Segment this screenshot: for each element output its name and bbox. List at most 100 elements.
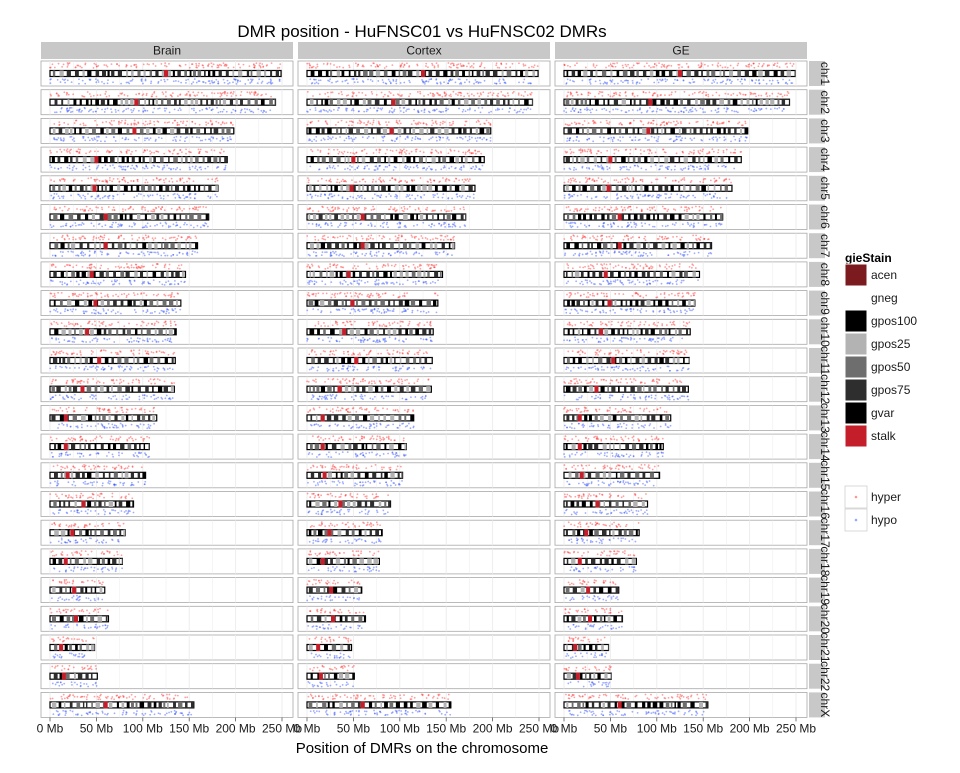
chromosome-band [717, 128, 721, 134]
chromosome-band [69, 185, 72, 191]
hypo-point [564, 254, 566, 256]
hyper-point [337, 121, 339, 123]
hyper-point [496, 62, 498, 64]
hyper-point [102, 180, 104, 182]
hypo-point [741, 83, 743, 85]
chromosome-band [212, 71, 215, 77]
hypo-point [327, 136, 329, 138]
hypo-point [332, 167, 334, 169]
chromosome-band [330, 99, 333, 105]
hyper-point [476, 121, 478, 123]
hyper-point [570, 237, 572, 239]
chromosome-band [694, 71, 698, 77]
hyper-point [386, 66, 388, 68]
hypo-point [635, 136, 637, 138]
hypo-point [426, 80, 428, 82]
chromosome-band [789, 99, 790, 105]
chromosome-band [795, 71, 796, 77]
chromosome-band [161, 214, 164, 220]
hypo-point [178, 195, 180, 197]
hyper-point [453, 239, 455, 241]
hyper-point [608, 65, 610, 67]
chromosome-band [159, 185, 163, 191]
hyper-point [697, 121, 699, 123]
hyper-point [193, 94, 195, 96]
hypo-point [694, 108, 696, 110]
hypo-point [620, 253, 622, 255]
hyper-point [464, 124, 466, 126]
hypo-point [65, 224, 67, 226]
hypo-point [399, 222, 401, 224]
hyper-point [198, 65, 200, 67]
hyper-point [601, 95, 603, 97]
hypo-point [54, 255, 56, 257]
hyper-point [72, 239, 74, 241]
hypo-point [99, 223, 101, 225]
hyper-point [61, 236, 63, 238]
hypo-point [233, 78, 235, 80]
hyper-point [341, 91, 343, 93]
hypo-point [61, 107, 63, 109]
hyper-point [399, 181, 401, 183]
hyper-point [616, 179, 618, 181]
hypo-point [678, 111, 680, 113]
hyper-point [126, 263, 128, 265]
hyper-point [367, 122, 369, 124]
hypo-point [440, 81, 442, 83]
hyper-point [317, 66, 319, 68]
hyper-point [342, 179, 344, 181]
chromosome-band [587, 128, 589, 134]
hypo-point [90, 79, 92, 81]
hyper-point [644, 236, 646, 238]
hypo-point [672, 223, 674, 225]
hypo-point [629, 136, 631, 138]
hypo-point [80, 197, 82, 199]
hypo-point [53, 137, 55, 139]
hyper-point [766, 92, 768, 94]
hypo-point [214, 81, 216, 83]
hyper-point [757, 65, 759, 67]
chromosome-band [354, 71, 356, 77]
hypo-point [115, 109, 117, 111]
hypo-point [701, 140, 703, 142]
hyper-point [67, 148, 69, 150]
hyper-point [309, 267, 311, 269]
hypo-point [217, 112, 219, 114]
hypo-point [352, 224, 354, 226]
hypo-point [405, 110, 407, 112]
hyper-point [319, 151, 321, 153]
chromosome-band [200, 99, 202, 105]
hypo-point [692, 79, 694, 81]
hyper-point [378, 152, 380, 154]
hypo-point [439, 139, 441, 141]
hyper-point [637, 95, 639, 97]
hypo-point [696, 166, 698, 168]
hypo-point [143, 253, 145, 255]
hyper-point [54, 206, 56, 208]
hyper-point [569, 124, 571, 126]
hypo-point [607, 168, 609, 170]
hypo-point [465, 110, 467, 112]
hyper-point [481, 62, 483, 64]
hypo-point [364, 282, 366, 284]
hypo-point [227, 137, 229, 139]
hyper-point [693, 153, 695, 155]
hyper-point [393, 209, 395, 211]
hyper-point [99, 239, 101, 241]
hyper-point [646, 62, 648, 64]
hyper-point [89, 93, 91, 95]
hyper-point [738, 121, 740, 123]
hyper-point [74, 179, 76, 181]
hypo-point [408, 80, 410, 82]
chromosome-band [118, 243, 123, 249]
hyper-point [575, 181, 577, 183]
hypo-point [714, 193, 716, 195]
hyper-point [195, 237, 197, 239]
chromosome-band [728, 99, 731, 105]
hypo-point [323, 109, 325, 111]
chromosome-band [171, 271, 174, 277]
chromosome-band [208, 71, 210, 77]
hyper-point [394, 265, 396, 267]
hyper-point [93, 235, 95, 237]
hypo-point [435, 253, 437, 255]
